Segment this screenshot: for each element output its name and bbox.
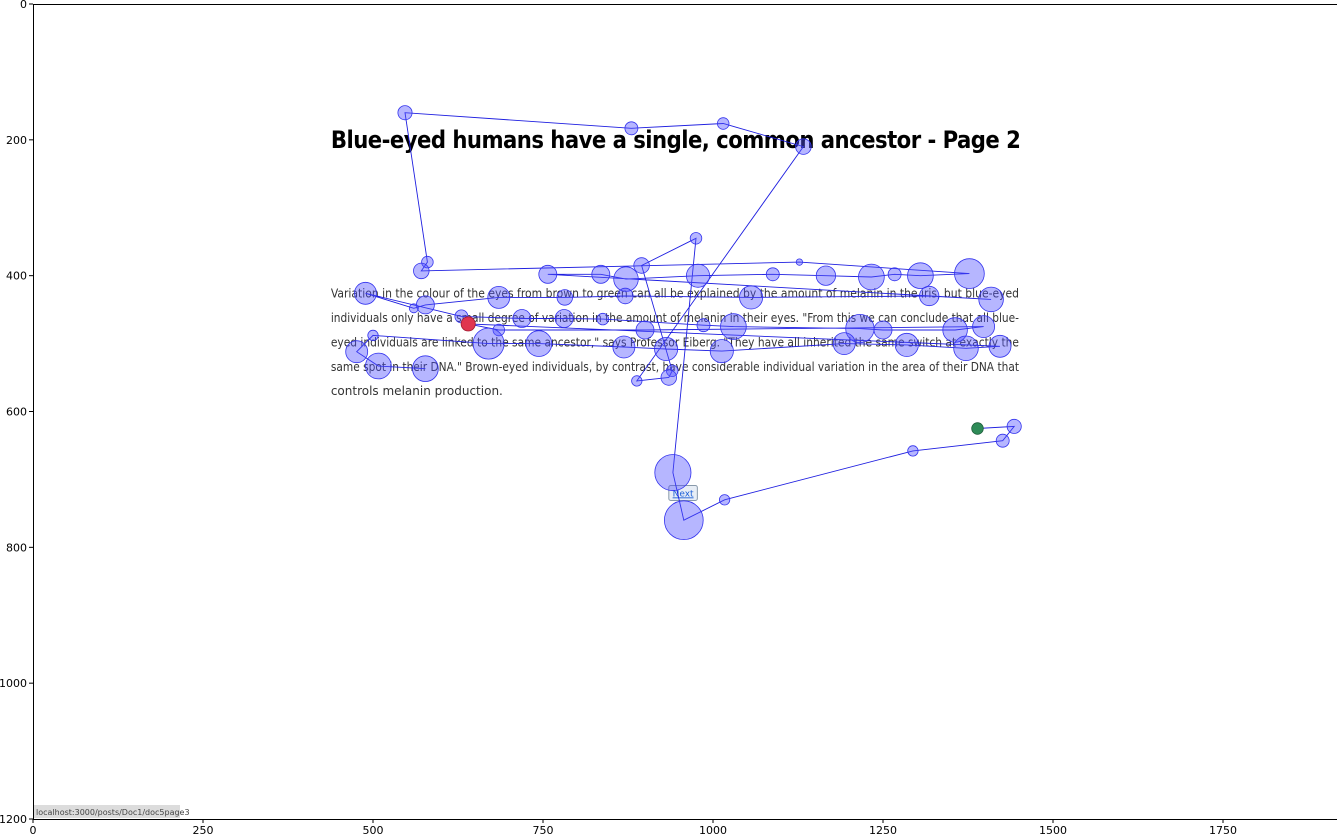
fixation-point: [345, 340, 369, 364]
status-bar: localhost:3000/posts/Doc1/doc5page3: [34, 805, 190, 818]
fixation-point: [556, 289, 574, 306]
y-tick-label: 400: [6, 270, 27, 283]
fixation-point: [613, 266, 639, 292]
fixation-point: [413, 262, 430, 280]
fixation-point: [663, 500, 704, 541]
fixation-points: [345, 105, 1022, 541]
stimulus-page: Blue-eyed humans have a single, common a…: [34, 126, 1021, 818]
fixation-point: [421, 255, 434, 269]
x-tick-label: 1750: [1209, 824, 1237, 836]
fixation-point: [894, 332, 919, 357]
fixation-point: [617, 287, 634, 305]
status-bar-background: [34, 805, 180, 818]
fixation-point: [887, 267, 902, 282]
fixation-point: [1006, 418, 1022, 434]
fixation-point: [654, 454, 692, 492]
fixation-point: [525, 330, 553, 357]
x-tick-label: 0: [30, 824, 37, 836]
fixation-point: [919, 285, 940, 307]
fixation-point: [591, 264, 611, 284]
fixation-start-point: [971, 422, 984, 435]
y-tick-label: 1200: [0, 813, 27, 826]
fixation-point: [815, 265, 837, 286]
fixation-point: [907, 445, 919, 457]
fixation-point: [487, 285, 511, 309]
y-tick-label: 200: [6, 134, 27, 147]
status-url: localhost:3000/posts/Doc1/doc5page3: [36, 808, 190, 817]
x-tick-label: 1000: [699, 824, 727, 836]
next-button[interactable]: Next: [668, 485, 698, 501]
x-tick-label: 1250: [869, 824, 897, 836]
fixation-point: [954, 258, 985, 289]
paragraph-line: eyed individuals are linked to the same …: [331, 335, 1019, 349]
fixation-point: [873, 320, 893, 340]
fixation-point: [739, 285, 764, 310]
paragraph-line: controls melanin production.: [331, 384, 503, 398]
y-ticks: 0 200 400 600 800 1000 1200: [0, 0, 33, 826]
fixation-point: [795, 138, 812, 155]
fixation-point: [795, 258, 804, 266]
fixation-point: [765, 267, 780, 282]
fixation-point: [408, 303, 419, 314]
fixation-point: [624, 121, 639, 136]
page-title: Blue-eyed humans have a single, common a…: [331, 126, 1021, 154]
fixation-point: [397, 105, 413, 121]
y-tick-label: 600: [6, 406, 27, 419]
paragraph-line: Variation in the colour of the eyes from…: [331, 286, 1019, 300]
scanpath-lines: [355, 112, 1016, 521]
fixation-point: [907, 262, 934, 290]
fixation-point: [660, 369, 678, 386]
fixation-point: [631, 375, 643, 387]
scanpath-line: [355, 112, 1016, 521]
fixation-point: [596, 312, 610, 326]
fixation-point: [717, 117, 730, 130]
fixation-point: [832, 332, 856, 356]
paragraph-line: individuals only have a small degree of …: [331, 311, 1019, 325]
fixation-point: [696, 318, 711, 333]
paragraph: Variation in the colour of the eyes from…: [331, 286, 1019, 398]
fixation-point: [654, 336, 679, 361]
fixation-point: [492, 323, 506, 337]
fixation-point: [995, 433, 1010, 448]
x-tick-label: 500: [363, 824, 384, 836]
fixation-point: [978, 286, 1004, 313]
x-tick-label: 250: [193, 824, 214, 836]
fixation-end-point: [460, 316, 476, 332]
fixation-point: [953, 335, 979, 362]
fixation-point: [988, 334, 1012, 358]
fixation-point: [718, 494, 731, 506]
y-tick-label: 1000: [0, 677, 27, 690]
fixation-point: [686, 263, 711, 288]
fixation-point: [972, 315, 995, 339]
fixation-point: [858, 263, 885, 291]
fixation-point: [709, 339, 734, 364]
fixation-point: [512, 309, 532, 328]
fixation-point: [633, 257, 650, 274]
plot-frame: [33, 4, 1337, 820]
fixation-point: [367, 329, 379, 341]
fixation-point: [689, 232, 703, 245]
paragraph-line: same spot in their DNA." Brown-eyed indi…: [331, 360, 1019, 374]
x-tick-label: 750: [533, 824, 554, 836]
fixation-point: [412, 355, 439, 383]
x-ticks: 0 250 500 750 1000 1250 1500 1750: [30, 819, 1237, 836]
x-tick-label: 1500: [1039, 824, 1067, 836]
fixation-point: [415, 295, 435, 315]
next-link[interactable]: Next: [673, 489, 694, 499]
y-tick-label: 0: [20, 0, 27, 11]
fixation-point: [365, 352, 392, 380]
fixation-point: [635, 320, 655, 340]
fixation-point: [554, 309, 574, 328]
y-tick-label: 800: [6, 541, 27, 554]
fixation-point: [720, 313, 747, 340]
fixation-point: [612, 335, 636, 359]
fixation-point: [538, 264, 558, 284]
fixation-point: [472, 327, 505, 360]
fixation-point: [354, 281, 377, 305]
